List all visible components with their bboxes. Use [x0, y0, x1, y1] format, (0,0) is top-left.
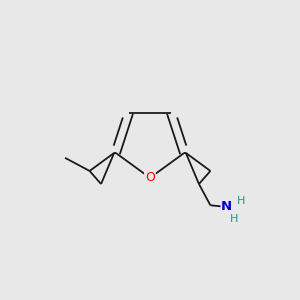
Text: H: H: [230, 214, 238, 224]
Text: H: H: [237, 196, 246, 206]
Text: N: N: [221, 200, 232, 213]
Text: O: O: [145, 171, 155, 184]
